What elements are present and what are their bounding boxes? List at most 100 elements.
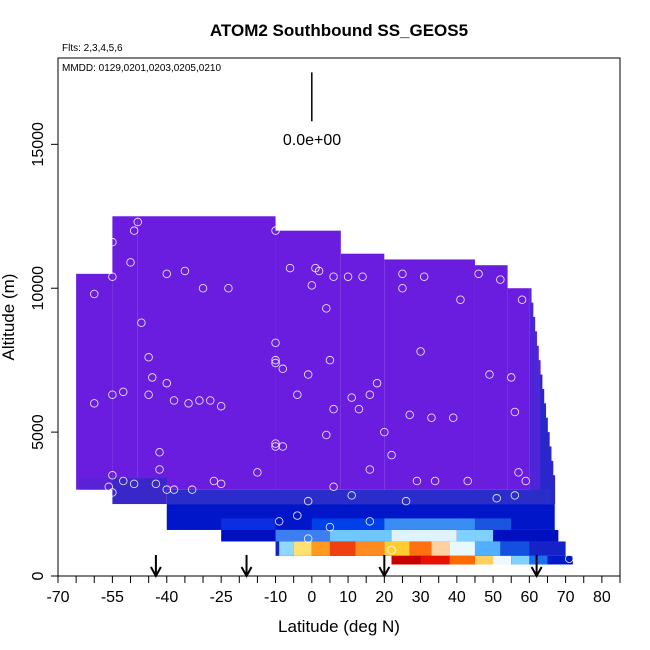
- sample-point-12: [285, 263, 295, 273]
- lat-arrow-1: [240, 555, 253, 579]
- color-band-1: [112, 478, 167, 505]
- sample-point-26: [517, 295, 527, 304]
- sample-point-38: [416, 347, 425, 356]
- sample-point-41: [90, 399, 99, 408]
- sample-point-20: [398, 269, 407, 279]
- field-column-4: [340, 253, 385, 490]
- field-column-3: [275, 230, 341, 490]
- sample-point-78: [365, 465, 375, 474]
- x-tick-label-1: -55: [101, 589, 124, 606]
- sample-point-2: [108, 237, 117, 247]
- field-edge-6: [540, 374, 543, 505]
- sample-point-27: [137, 318, 146, 328]
- sample-point-62: [278, 442, 288, 451]
- sample-point-74: [209, 476, 219, 486]
- field-edge-7: [542, 388, 545, 505]
- sample-point-35: [303, 370, 313, 379]
- sample-point-50: [293, 390, 302, 399]
- color-band-16: [311, 541, 330, 556]
- lat-arrow-0: [150, 555, 162, 579]
- sample-point-93: [293, 511, 302, 520]
- color-band-12: [456, 529, 494, 542]
- sample-point-88: [303, 496, 313, 506]
- color-band-4: [221, 518, 276, 530]
- color-band-6: [384, 518, 475, 530]
- flights-note: Flts: 2,3,4,5,6: [62, 43, 123, 54]
- sample-point-69: [119, 476, 128, 486]
- sample-point-39: [485, 370, 494, 379]
- sample-point-61: [271, 439, 280, 448]
- sample-point-90: [401, 496, 411, 506]
- color-band-23: [474, 541, 501, 556]
- sample-point-89: [347, 491, 356, 500]
- field-column-0: [76, 273, 113, 490]
- field-column-2: [137, 216, 276, 490]
- sample-point-32: [148, 373, 157, 382]
- sample-point-95: [325, 522, 335, 532]
- sample-point-56: [427, 413, 436, 422]
- x-tick-label-0: -70: [46, 589, 69, 606]
- sample-point-30: [278, 364, 288, 374]
- color-band-19: [384, 541, 410, 556]
- sample-point-28: [271, 338, 280, 348]
- sample-point-43: [119, 387, 128, 397]
- sample-point-33: [162, 378, 172, 388]
- color-band-28: [449, 555, 475, 565]
- y-tick-label-0: 0: [30, 571, 47, 580]
- x-tick-label-11: 60: [520, 589, 538, 606]
- sample-point-75: [216, 479, 226, 489]
- color-band-29: [474, 555, 494, 565]
- sample-point-10: [224, 283, 233, 293]
- y-tick-label-1: 5000: [30, 414, 47, 450]
- sample-point-81: [463, 476, 472, 486]
- sample-point-49: [216, 401, 226, 411]
- color-band-14: [279, 541, 294, 556]
- sample-point-24: [496, 275, 505, 284]
- sample-point-98: [387, 545, 396, 555]
- field-column-5: [384, 259, 475, 490]
- sample-point-82: [514, 468, 523, 477]
- sample-point-44: [144, 390, 153, 399]
- sample-point-55: [405, 410, 414, 420]
- sample-point-1: [129, 226, 139, 235]
- sample-point-96: [365, 517, 375, 526]
- field-edge-0: [529, 288, 532, 505]
- color-band-17: [329, 541, 356, 556]
- x-tick-label-2: -40: [155, 589, 178, 606]
- sample-point-36: [325, 355, 335, 365]
- color-band-18: [355, 541, 385, 556]
- color-band-2: [166, 489, 552, 505]
- sample-point-86: [108, 488, 117, 497]
- sample-point-91: [492, 494, 501, 503]
- sample-point-21: [419, 272, 429, 281]
- sample-point-53: [354, 404, 364, 414]
- sample-point-18: [307, 281, 317, 290]
- sample-point-31: [144, 353, 153, 362]
- sample-point-52: [347, 393, 356, 402]
- color-band-5: [311, 518, 385, 530]
- x-tick-label-12: 70: [557, 589, 575, 606]
- sample-point-29: [271, 358, 280, 368]
- sample-point-25: [456, 295, 465, 304]
- sample-point-92: [510, 491, 520, 500]
- scale-label: 0.0e+00: [283, 132, 341, 149]
- x-tick-label-10: 50: [484, 589, 502, 606]
- color-band-0: [79, 478, 113, 490]
- sample-point-72: [187, 485, 197, 494]
- color-band-10: [329, 529, 392, 542]
- x-tick-label-8: 30: [412, 589, 430, 606]
- color-band-24: [500, 541, 530, 556]
- y-tick-label-2: 10000: [30, 266, 47, 311]
- sample-point-64: [380, 427, 389, 437]
- plot-field: [76, 216, 556, 505]
- color-band-31: [511, 555, 530, 565]
- plot-points: [61, 217, 574, 563]
- sample-point-19: [322, 304, 331, 313]
- sample-point-11: [271, 226, 280, 235]
- sample-point-3: [97, 255, 106, 264]
- sample-point-40: [506, 373, 516, 382]
- field-column-6: [474, 265, 508, 490]
- sample-point-51: [329, 404, 338, 414]
- color-band-21: [431, 541, 450, 556]
- sample-point-76: [253, 468, 262, 477]
